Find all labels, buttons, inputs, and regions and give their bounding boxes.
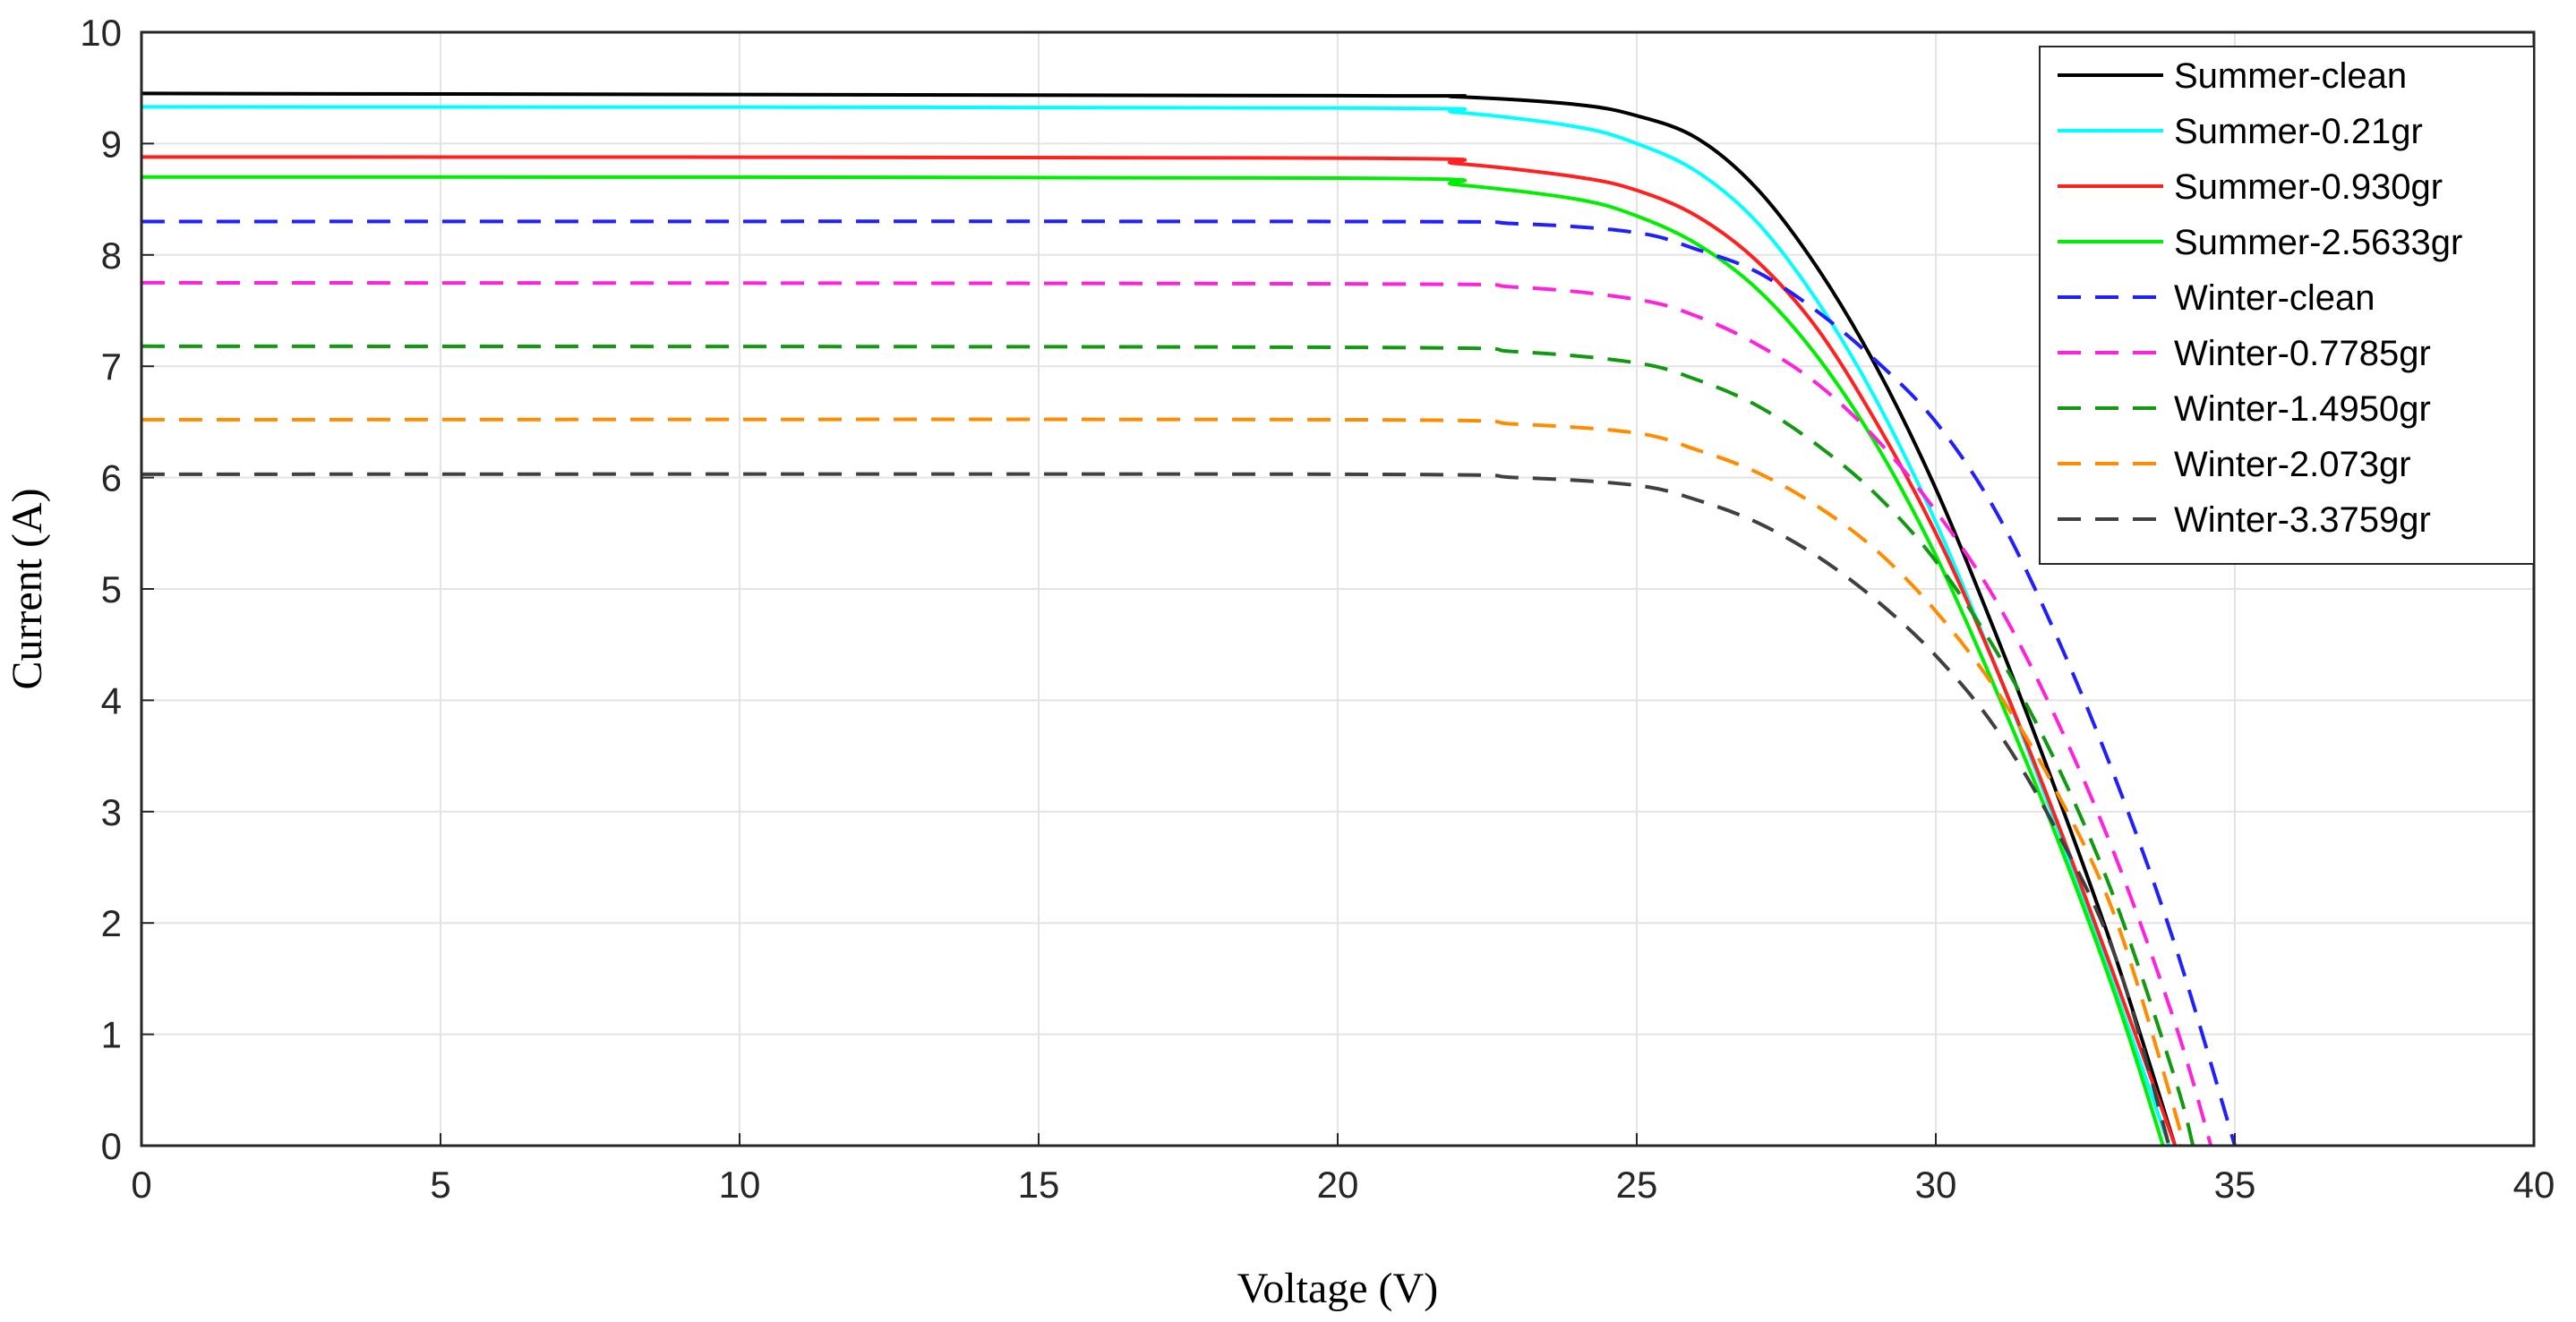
x-tick-label: 40 (2513, 1164, 2555, 1206)
legend-entry: Summer-0.930gr (2174, 167, 2443, 207)
series-line (141, 417, 2184, 1147)
x-axis-label: Voltage (V) (1237, 1265, 1438, 1312)
legend-box (2039, 46, 2535, 565)
series-layer (141, 91, 2237, 1147)
series-line (141, 91, 2178, 1147)
legend-entry: Winter-clean (2174, 278, 2375, 318)
y-tick-label: 7 (101, 345, 122, 388)
y-tick-label: 8 (101, 235, 122, 277)
y-tick-label: 0 (101, 1125, 122, 1167)
x-tick-label: 20 (1317, 1164, 1359, 1206)
x-axis-ticks: 0 5 10 15 20 25 30 35 40 (131, 1133, 2555, 1206)
series-line (141, 219, 2237, 1147)
y-axis-ticks: 0 1 2 3 4 5 6 7 8 9 10 (80, 12, 154, 1167)
y-tick-label: 1 (101, 1014, 122, 1056)
y-axis-label: Current (A) (4, 488, 51, 689)
y-tick-label: 2 (101, 902, 122, 944)
x-tick-label: 10 (719, 1164, 761, 1206)
series-line (141, 155, 2178, 1147)
series-line (141, 344, 2195, 1147)
y-tick-label: 9 (101, 123, 122, 165)
y-tick-label: 5 (101, 568, 122, 610)
series-line (141, 280, 2213, 1147)
legend-entry: Summer-clean (2174, 56, 2407, 96)
legend: Summer-clean Summer-0.21gr Summer-0.930gr S… (2039, 46, 2535, 565)
legend-entry: Summer-0.21gr (2174, 112, 2423, 151)
legend-entry: Winter-3.3759gr (2174, 500, 2431, 540)
y-tick-label: 6 (101, 457, 122, 499)
x-tick-label: 25 (1616, 1164, 1658, 1206)
x-tick-label: 0 (131, 1164, 151, 1206)
legend-entry: Winter-0.7785gr (2174, 334, 2431, 373)
x-tick-label: 5 (430, 1164, 450, 1206)
x-tick-label: 35 (2214, 1164, 2256, 1206)
y-tick-label: 3 (101, 791, 122, 833)
y-tick-label: 4 (101, 679, 122, 721)
y-tick-label: 10 (80, 12, 122, 54)
legend-entry: Winter-2.073gr (2174, 445, 2411, 484)
x-tick-label: 30 (1915, 1164, 1957, 1206)
legend-entry: Winter-1.4950gr (2174, 389, 2431, 429)
x-tick-label: 15 (1018, 1164, 1060, 1206)
legend-entry: Summer-2.5633gr (2174, 223, 2462, 262)
